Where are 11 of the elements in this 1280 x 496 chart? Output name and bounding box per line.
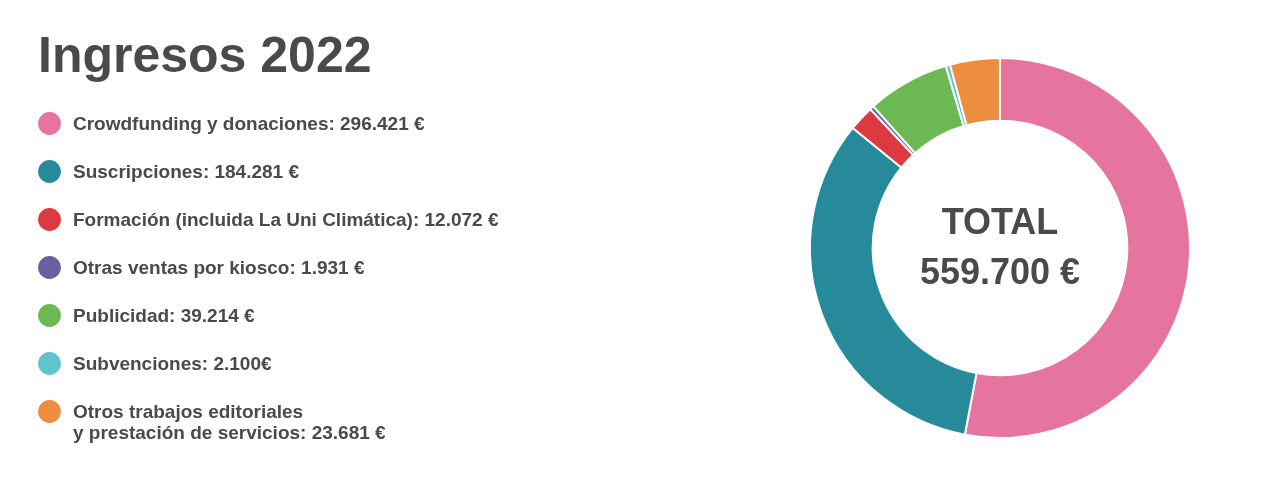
text: 559.700 €: [919, 251, 1081, 292]
donut-slice: [872, 64, 965, 155]
legend-label: Otros trabajos editoriales y prestación de servicios: 23.681 €: [73, 400, 387, 443]
legend-label: Formación (incluida La Uni Climática): 12.072 €: [73, 208, 499, 230]
legend-label: Otras ventas por kiosco: 1.931 €: [73, 256, 365, 278]
legend-label: Subvenciones: 2.100€: [73, 352, 272, 374]
legend-label: Crowdfunding y donaciones: 296.421 €: [73, 112, 426, 134]
text: TOTAL: [941, 201, 1059, 242]
legend-label: Suscripciones: 184.281 €: [73, 160, 300, 182]
chart-title: Ingresos 2022: [38, 27, 372, 83]
legend-label: Publicidad: 39.214 €: [73, 304, 256, 326]
